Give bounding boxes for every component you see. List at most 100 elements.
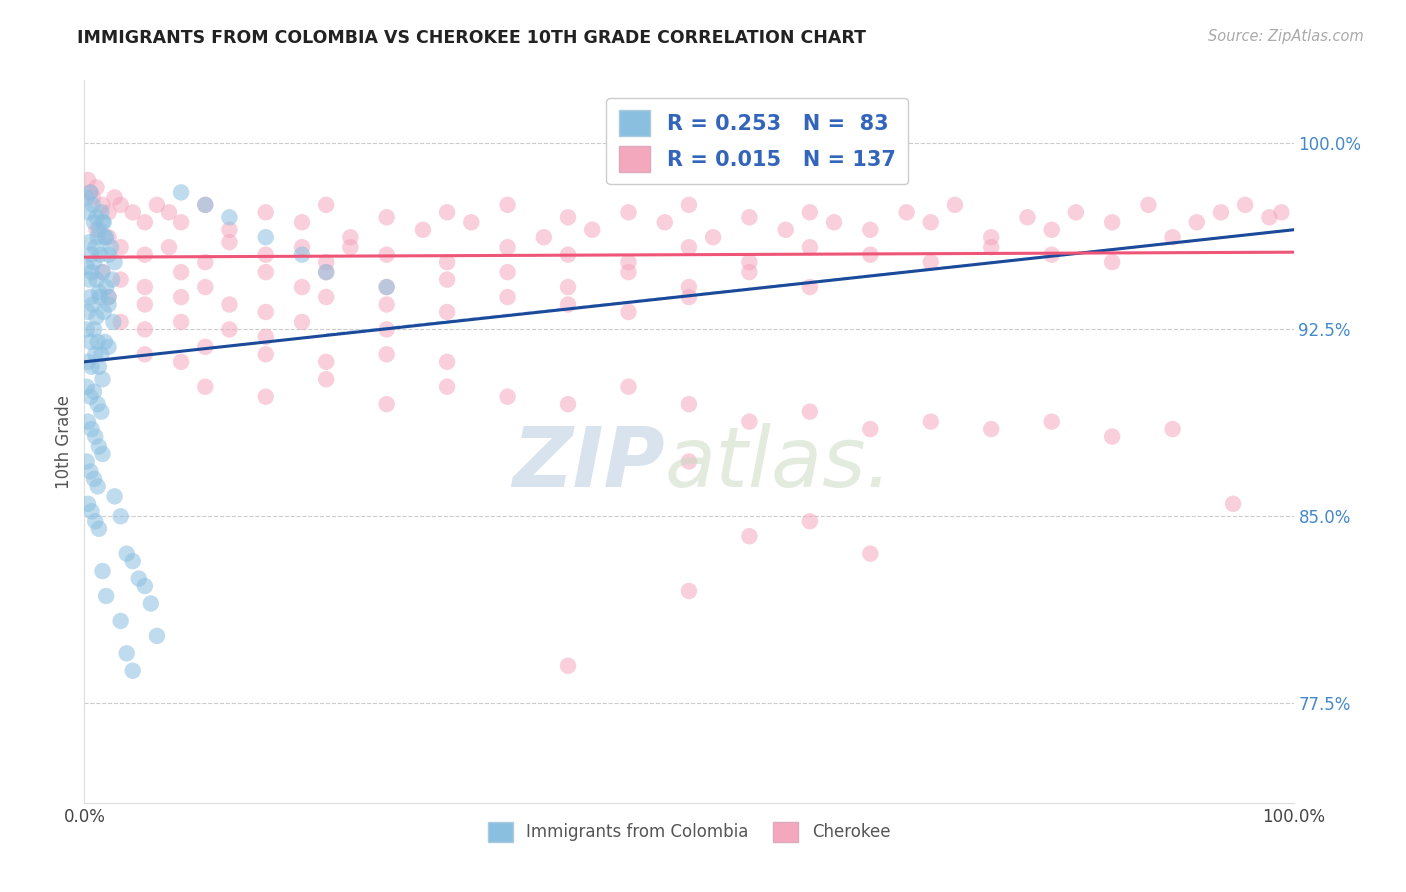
Point	[90, 347, 112, 361]
Point	[557, 297, 579, 311]
Point	[86, 397, 108, 411]
Point	[194, 198, 217, 212]
Point	[678, 240, 700, 254]
Point	[1101, 429, 1123, 443]
Point	[375, 347, 398, 361]
Point	[86, 272, 108, 286]
Point	[1040, 248, 1063, 262]
Point	[436, 255, 458, 269]
Point	[436, 305, 458, 319]
Point	[79, 334, 101, 349]
Point	[194, 340, 217, 354]
Point	[82, 198, 104, 212]
Point	[859, 547, 882, 561]
Point	[254, 248, 277, 262]
Point	[1209, 205, 1232, 219]
Point	[460, 215, 482, 229]
Point	[134, 280, 156, 294]
Point	[83, 322, 105, 336]
Point	[194, 380, 217, 394]
Point	[1161, 422, 1184, 436]
Point	[134, 347, 156, 361]
Point	[115, 547, 138, 561]
Point	[87, 522, 110, 536]
Point	[83, 384, 105, 399]
Point	[920, 215, 942, 229]
Point	[80, 248, 103, 262]
Point	[76, 322, 98, 336]
Point	[799, 240, 821, 254]
Point	[315, 198, 337, 212]
Point	[315, 290, 337, 304]
Point	[103, 315, 125, 329]
Point	[254, 330, 277, 344]
Point	[77, 272, 100, 286]
Point	[339, 230, 361, 244]
Point	[436, 380, 458, 394]
Point	[738, 529, 761, 543]
Point	[84, 240, 107, 254]
Point	[90, 205, 112, 219]
Point	[87, 440, 110, 454]
Point	[128, 572, 150, 586]
Point	[823, 215, 845, 229]
Point	[799, 280, 821, 294]
Point	[76, 190, 98, 204]
Point	[93, 215, 115, 229]
Point	[218, 211, 240, 225]
Point	[77, 173, 100, 187]
Point	[557, 280, 579, 294]
Point	[436, 355, 458, 369]
Point	[678, 290, 700, 304]
Point	[218, 297, 240, 311]
Point	[170, 315, 193, 329]
Point	[775, 223, 797, 237]
Point	[94, 280, 117, 294]
Point	[1222, 497, 1244, 511]
Point	[170, 290, 193, 304]
Point	[557, 211, 579, 225]
Point	[76, 454, 98, 468]
Point	[110, 240, 132, 254]
Text: IMMIGRANTS FROM COLOMBIA VS CHEROKEE 10TH GRADE CORRELATION CHART: IMMIGRANTS FROM COLOMBIA VS CHEROKEE 10T…	[77, 29, 866, 46]
Point	[920, 255, 942, 269]
Point	[91, 265, 114, 279]
Point	[375, 280, 398, 294]
Point	[218, 235, 240, 250]
Point	[83, 215, 105, 229]
Point	[375, 397, 398, 411]
Point	[1137, 198, 1160, 212]
Point	[157, 205, 180, 219]
Point	[1234, 198, 1257, 212]
Point	[581, 223, 603, 237]
Point	[110, 509, 132, 524]
Point	[194, 198, 217, 212]
Point	[533, 230, 555, 244]
Point	[77, 235, 100, 250]
Point	[896, 205, 918, 219]
Point	[436, 272, 458, 286]
Point	[678, 280, 700, 294]
Text: Source: ZipAtlas.com: Source: ZipAtlas.com	[1208, 29, 1364, 44]
Point	[170, 355, 193, 369]
Point	[1258, 211, 1281, 225]
Point	[1101, 255, 1123, 269]
Point	[254, 265, 277, 279]
Point	[617, 380, 640, 394]
Point	[77, 305, 100, 319]
Point	[1270, 205, 1292, 219]
Point	[436, 205, 458, 219]
Point	[315, 265, 337, 279]
Point	[254, 205, 277, 219]
Legend: Immigrants from Colombia, Cherokee: Immigrants from Colombia, Cherokee	[481, 815, 897, 848]
Point	[1040, 415, 1063, 429]
Point	[170, 186, 193, 200]
Point	[134, 215, 156, 229]
Point	[1161, 230, 1184, 244]
Point	[110, 315, 132, 329]
Point	[89, 290, 111, 304]
Point	[702, 230, 724, 244]
Point	[412, 223, 434, 237]
Point	[799, 205, 821, 219]
Point	[139, 597, 162, 611]
